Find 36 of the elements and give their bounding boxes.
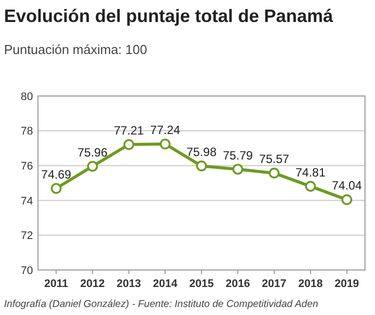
data-label: 74.81 (295, 165, 326, 180)
chart-subtitle: Puntuación máxima: 100 (4, 42, 148, 57)
point (305, 180, 316, 192)
point (341, 194, 352, 206)
y-tick-label: 70 (20, 264, 33, 277)
data-label: 74.69 (41, 167, 72, 182)
y-tick-label: 80 (20, 90, 33, 103)
x-tick-label: 2012 (80, 278, 105, 290)
y-tick-label: 74 (20, 195, 33, 208)
y-tick-label: 76 (20, 160, 33, 172)
x-tick-label: 2019 (334, 278, 360, 290)
data-label: 75.57 (259, 152, 290, 166)
x-tick-label: 2018 (298, 278, 323, 290)
point (196, 160, 207, 172)
point (268, 168, 280, 178)
x-tick-label: 2014 (152, 278, 178, 290)
chart-title: Evolución del puntaje total de Panamá (4, 6, 334, 26)
data-label: 75.79 (222, 148, 254, 162)
point (87, 160, 98, 172)
x-tick-label: 2017 (262, 278, 286, 290)
data-label: 77.21 (114, 124, 144, 138)
data-label: 75.96 (77, 145, 108, 160)
y-tick-label: 78 (20, 126, 33, 138)
x-tick-label: 2011 (44, 278, 68, 290)
data-label: 77.24 (150, 123, 181, 138)
x-tick-label: 2013 (116, 278, 142, 290)
x-tick-label: 2015 (189, 278, 214, 290)
point (123, 139, 134, 150)
text: Infografía (Daniel González) - Fuente: Instituto de Competitividad Aden (4, 299, 319, 310)
data-label: 74.04 (332, 178, 362, 193)
point (160, 138, 171, 150)
x-tick-label: 2016 (226, 278, 250, 290)
point (232, 164, 244, 175)
y-tick-label: 72 (20, 230, 33, 242)
data-label: 75.98 (186, 144, 217, 159)
point (50, 182, 62, 194)
